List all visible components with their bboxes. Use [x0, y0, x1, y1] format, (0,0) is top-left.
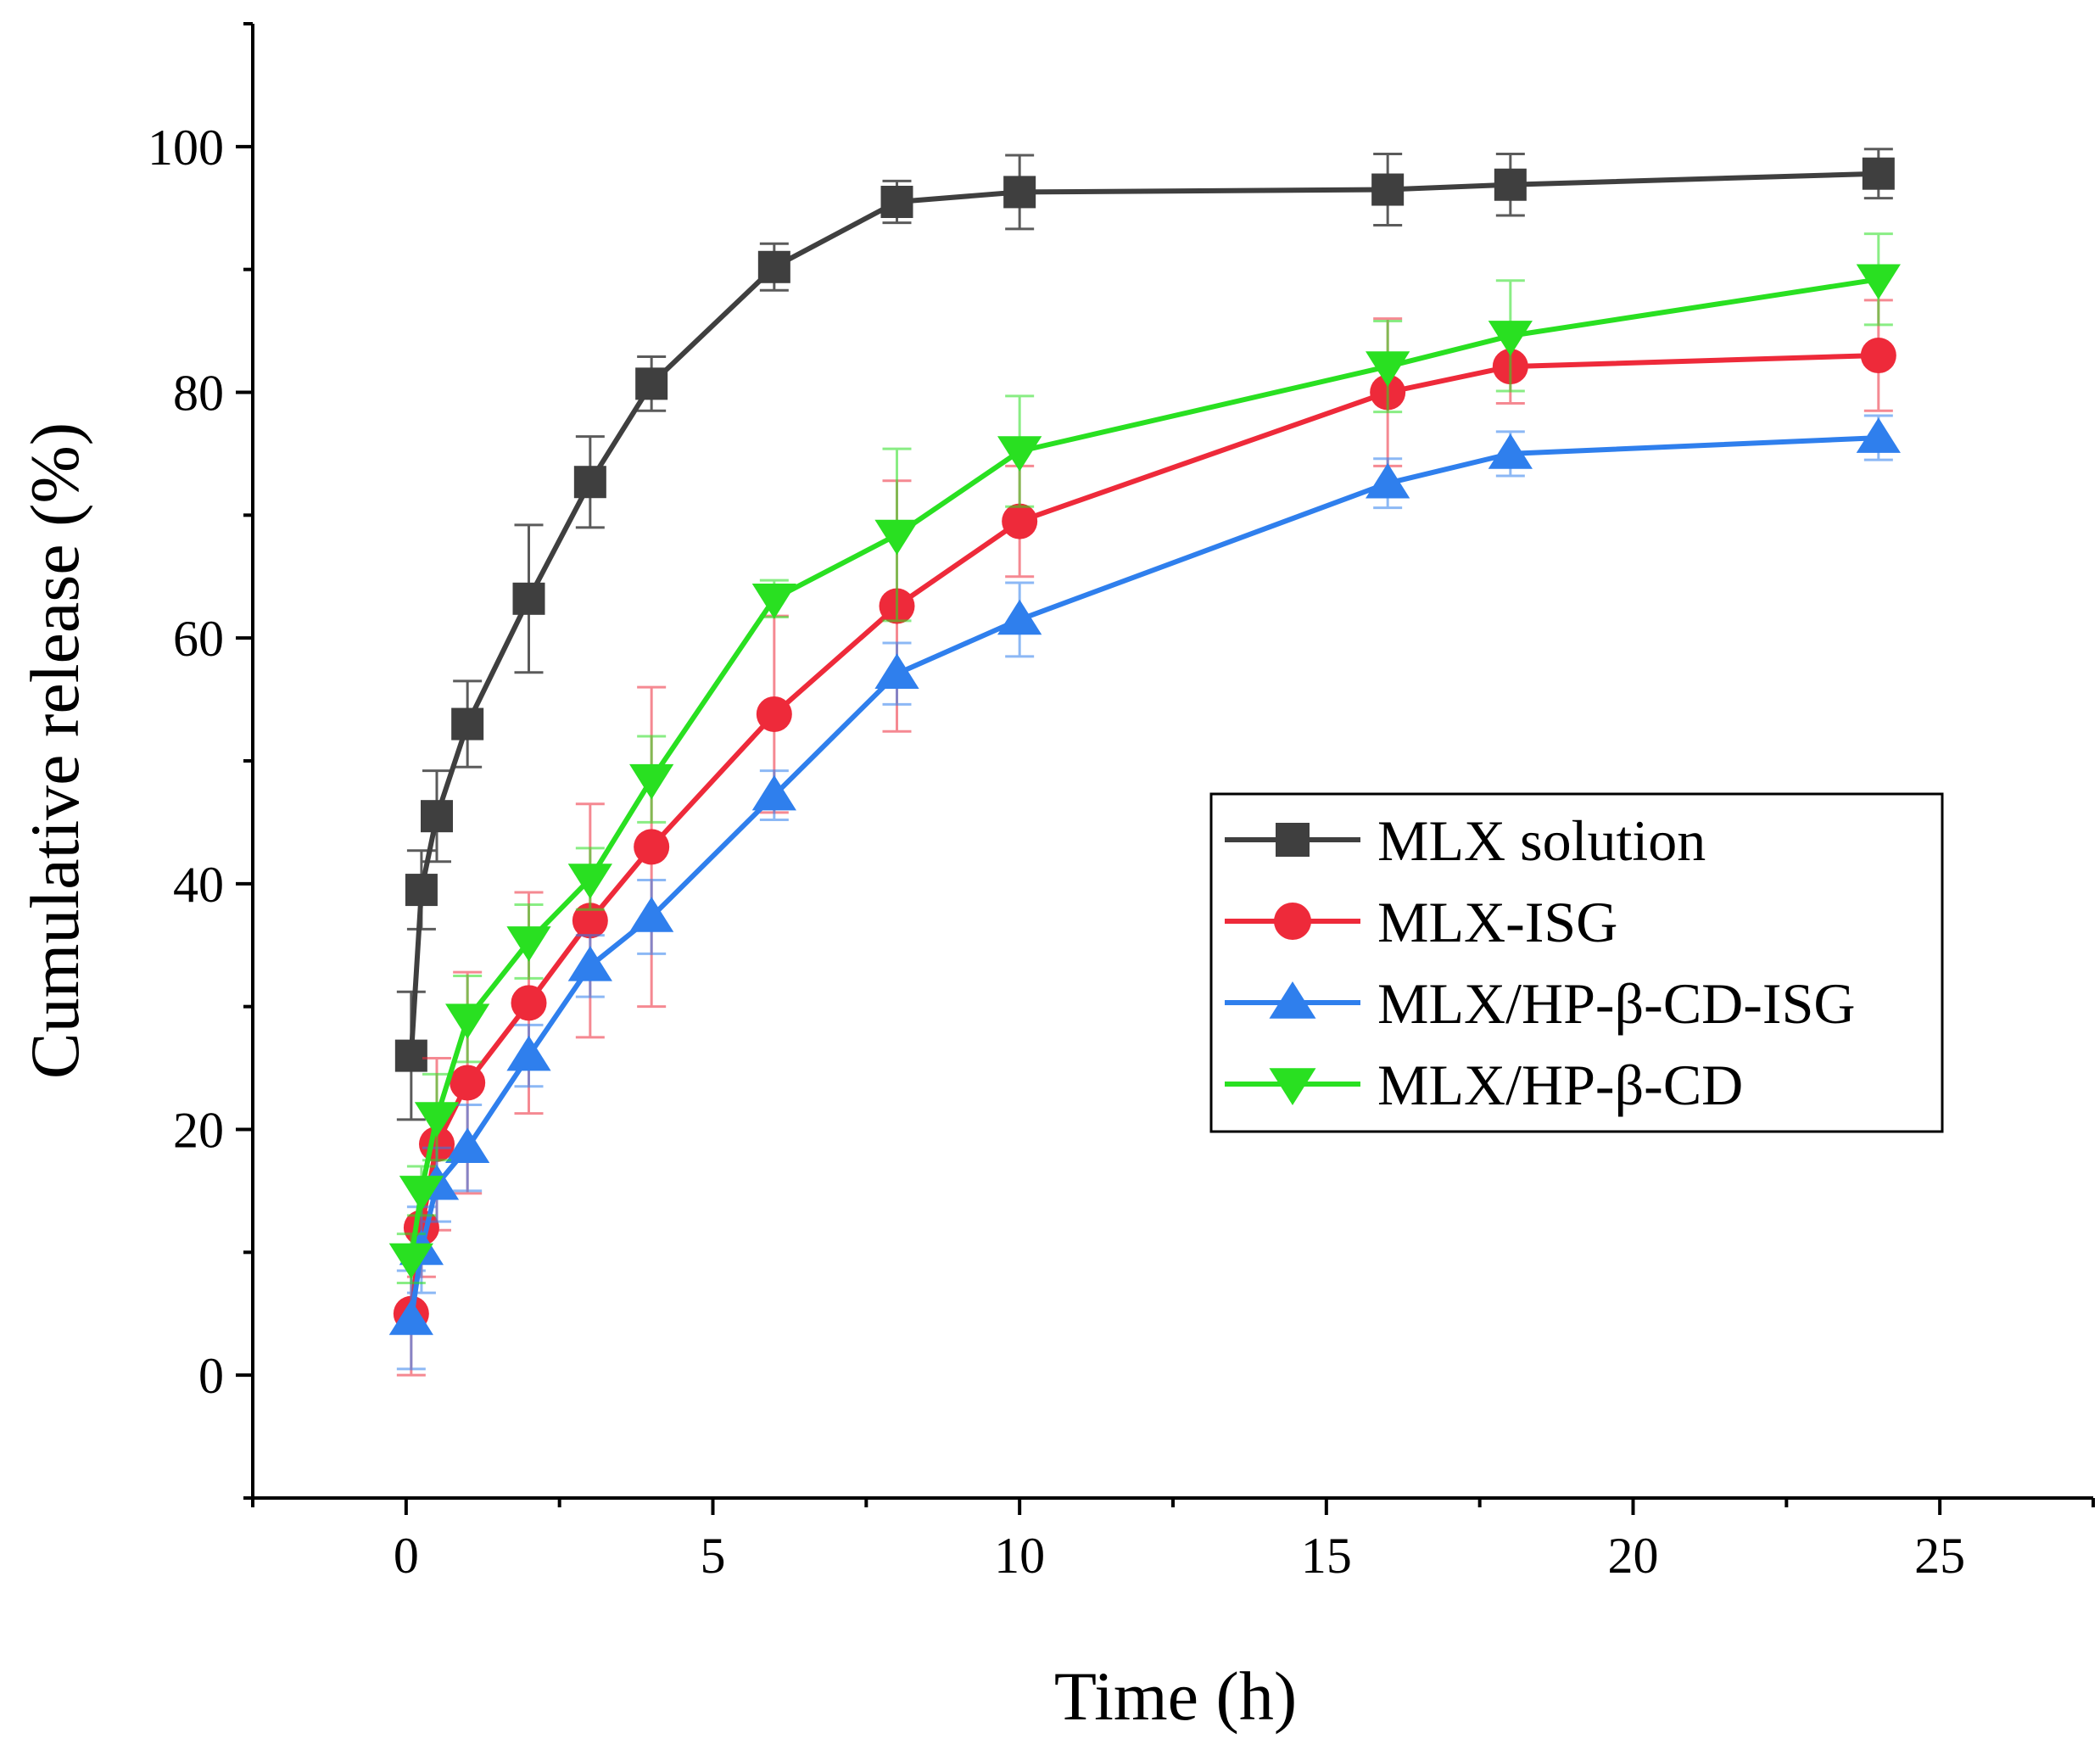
- x-tick-label: 15: [1301, 1528, 1352, 1584]
- mlx-isg-point: [756, 696, 792, 732]
- y-tick-label: 0: [198, 1348, 224, 1404]
- mlx-solution-error-bars: [396, 148, 1893, 1121]
- legend-label-mlx-hpbcd-isg: MLX/HP-β-CD-ISG: [1377, 971, 1856, 1036]
- legend-label-mlx-hpbcd: MLX/HP-β-CD: [1377, 1053, 1743, 1117]
- x-tick-label: 10: [994, 1528, 1045, 1584]
- mlx-isg-point: [450, 1065, 486, 1101]
- mlx-hpbcd-point: [445, 1003, 490, 1039]
- x-tick-label: 20: [1608, 1528, 1659, 1584]
- mlx-solution-point: [573, 466, 606, 499]
- plot-area: [251, 24, 2093, 1500]
- mlx-hpbcd-point: [751, 584, 796, 619]
- mlx-solution-point: [880, 186, 913, 219]
- mlx-solution-point: [757, 250, 790, 283]
- x-tick-label: 0: [394, 1528, 419, 1584]
- mlx-solution-point: [394, 1039, 427, 1072]
- mlx-hpbcd-point: [414, 1102, 460, 1138]
- mlx-solution-point: [512, 582, 545, 615]
- mlx-hpbcd-point: [388, 1243, 433, 1279]
- mlx-hpbcd-isg-point: [388, 1300, 433, 1335]
- legend: MLX solution MLX-ISG MLX/HP-β-CD-ISG MLX/HP…: [1209, 792, 1944, 1133]
- mlx-solution-point: [1371, 173, 1405, 206]
- y-tick-label: 60: [173, 611, 224, 667]
- series-layer: [388, 148, 1901, 1377]
- mlx-solution-point: [421, 800, 453, 833]
- mlx-solution-point: [635, 367, 668, 400]
- y-tick-label: 40: [173, 857, 224, 913]
- mlx-hpbcd-isg-point: [997, 599, 1042, 635]
- mlx-hpbcd-isg-point: [874, 653, 919, 689]
- mlx-solution-series: [394, 148, 1895, 1121]
- mlx-hpbcd-point: [629, 763, 674, 800]
- mlx-hpbcd-isg-point: [567, 946, 612, 981]
- mlx-hpbcd-point: [1366, 351, 1410, 387]
- mlx-hpbcd-series: [388, 232, 1901, 1285]
- mlx-hpbcd-point: [506, 926, 551, 962]
- mlx-isg-point: [1002, 503, 1038, 539]
- y-axis-title: Cumulative release (%): [16, 422, 93, 1079]
- ticks: [236, 22, 2095, 1515]
- mlx-hpbcd-point: [997, 436, 1042, 472]
- mlx-hpbcd-isg-point: [1488, 433, 1533, 469]
- legend-marker-mlx-solution: [1276, 823, 1310, 857]
- mlx-isg-point: [634, 829, 670, 865]
- legend-marker-mlx-hpbcd-isg: [1269, 981, 1316, 1019]
- mlx-hpbcd-point: [399, 1176, 444, 1211]
- x-tick-label: 25: [1914, 1528, 1965, 1584]
- mlx-hpbcd-point: [874, 519, 919, 556]
- mlx-hpbcd-isg-point: [506, 1035, 551, 1071]
- mlx-hpbcd-point: [567, 864, 612, 899]
- legend-label-mlx-isg: MLX-ISG: [1377, 890, 1617, 954]
- mlx-solution-point: [405, 874, 438, 907]
- mlx-isg-point: [511, 985, 547, 1021]
- mlx-solution-point: [1003, 176, 1036, 209]
- mlx-solution-point: [1494, 168, 1527, 201]
- mlx-hpbcd-isg-point: [1856, 417, 1901, 453]
- y-tick-label: 80: [173, 366, 224, 422]
- x-tick-label: 5: [701, 1528, 726, 1584]
- tick-labels: 0 5 10 15 20 25 0 20 40 60 80 100: [148, 120, 1965, 1584]
- mlx-hpbcd-point: [1488, 321, 1533, 356]
- legend-label-mlx-solution: MLX solution: [1377, 808, 1706, 873]
- mlx-hpbcd-isg-point: [1366, 462, 1410, 499]
- mlx-hpbcd-isg-point: [751, 774, 796, 811]
- y-tick-label: 20: [173, 1103, 224, 1159]
- legend-box: [1209, 792, 1944, 1133]
- y-tick-label: 100: [148, 120, 224, 176]
- x-axis-title: Time (h): [1054, 1657, 1297, 1735]
- mlx-solution-point: [451, 707, 484, 741]
- mlx-isg-point: [1860, 338, 1896, 374]
- mlx-isg-point: [572, 903, 608, 939]
- mlx-solution-point: [1862, 157, 1895, 190]
- legend-marker-mlx-hpbcd: [1269, 1068, 1316, 1105]
- legend-marker-mlx-isg: [1274, 903, 1311, 940]
- mlx-hpbcd-point: [1856, 264, 1901, 300]
- mlx-hpbcd-isg-point: [445, 1127, 490, 1164]
- mlx-hpbcd-isg-point: [629, 897, 674, 932]
